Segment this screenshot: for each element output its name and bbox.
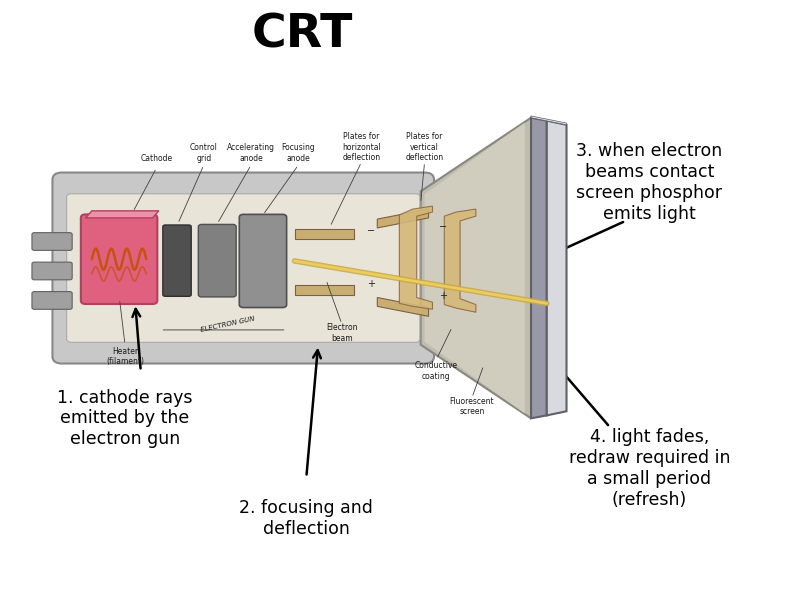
Text: 1. cathode rays
emitted by the
electron gun: 1. cathode rays emitted by the electron … [57, 389, 193, 448]
Polygon shape [531, 118, 547, 418]
Text: Plates for
vertical
deflection: Plates for vertical deflection [406, 132, 444, 162]
Text: Accelerating
anode: Accelerating anode [227, 143, 276, 163]
Text: Conductive
coating: Conductive coating [414, 362, 458, 381]
Text: −: − [438, 222, 447, 231]
FancyBboxPatch shape [52, 173, 434, 364]
Text: 2. focusing and
deflection: 2. focusing and deflection [240, 499, 373, 538]
Text: +: + [439, 291, 447, 300]
Polygon shape [425, 123, 525, 414]
Polygon shape [377, 209, 429, 228]
Text: CRT: CRT [252, 12, 353, 58]
Text: ELECTRON GUN: ELECTRON GUN [200, 315, 255, 333]
Polygon shape [421, 118, 531, 418]
Polygon shape [399, 206, 433, 309]
Bar [295, 229, 353, 239]
Polygon shape [531, 116, 566, 125]
Text: Control
grid: Control grid [190, 143, 218, 163]
Text: 3. when electron
beams contact
screen phosphor
emits light: 3. when electron beams contact screen ph… [576, 142, 723, 223]
Text: Heater
(filament): Heater (filament) [106, 347, 144, 366]
FancyBboxPatch shape [81, 214, 157, 304]
Text: Cathode: Cathode [141, 155, 172, 164]
Polygon shape [547, 121, 566, 415]
Polygon shape [445, 209, 476, 312]
Text: Fluorescent
screen: Fluorescent screen [449, 397, 494, 416]
Text: Focusing
anode: Focusing anode [282, 143, 315, 163]
FancyBboxPatch shape [32, 292, 72, 309]
FancyBboxPatch shape [32, 262, 72, 280]
Text: 4. light fades,
redraw required in
a small period
(refresh): 4. light fades, redraw required in a sma… [569, 428, 730, 509]
Text: −: − [367, 227, 375, 236]
FancyBboxPatch shape [163, 225, 191, 296]
FancyBboxPatch shape [239, 214, 287, 308]
Bar [295, 285, 353, 295]
Text: +: + [367, 280, 375, 290]
Text: Electron
beam: Electron beam [326, 323, 357, 343]
Polygon shape [86, 211, 159, 218]
FancyBboxPatch shape [32, 233, 72, 250]
Polygon shape [377, 298, 429, 317]
FancyBboxPatch shape [198, 224, 236, 297]
Text: Plates for
horizontal
deflection: Plates for horizontal deflection [342, 132, 381, 162]
FancyBboxPatch shape [67, 194, 420, 342]
